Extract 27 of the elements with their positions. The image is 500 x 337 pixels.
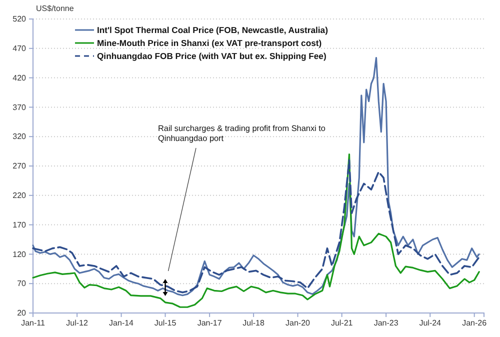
y-tick-label: 470 xyxy=(12,44,27,53)
y-tick-label: 320 xyxy=(12,132,27,142)
x-tick-label: Jul-18 xyxy=(242,318,265,328)
legend-label: Int'l Spot Thermal Coal Price (FOB, Newcastle, Australia) xyxy=(97,25,328,35)
legend-label: Mine-Mouth Price in Shanxi (ex VAT pre-transport cost) xyxy=(97,38,322,48)
y-tick-label: 70 xyxy=(17,279,27,288)
y-tick-label: 420 xyxy=(12,73,27,82)
x-tick-label: Jan-17 xyxy=(197,318,222,328)
x-tick-label: Jan-26 xyxy=(462,318,488,328)
y-tick-label: 520 xyxy=(12,14,27,24)
x-tick-label: Jan-11 xyxy=(21,318,46,328)
x-tick-label: Jan-14 xyxy=(109,318,134,328)
x-tick-label: Jul-12 xyxy=(66,318,88,328)
x-tick-label: Jul-15 xyxy=(154,318,177,328)
y-tick-label: 220 xyxy=(12,190,27,200)
y-tick-label: 20 xyxy=(17,308,27,318)
x-tick-label: Jul-24 xyxy=(419,318,442,328)
x-tick-label: Jan-20 xyxy=(286,318,311,328)
x-tick-label: Jan-23 xyxy=(374,318,399,328)
y-tick-label: 170 xyxy=(12,220,27,230)
legend-label: Qinhuangdao FOB Price (with VAT but ex. Shipping Fee) xyxy=(97,51,326,61)
y-tick-label: 370 xyxy=(12,102,27,112)
annotation: Rail surcharges & trading profit from Shanxi to Qinhuangdao port xyxy=(158,124,326,143)
y-tick-label: 120 xyxy=(12,250,27,259)
y-tick-label: 270 xyxy=(12,162,27,171)
y-axis-title: US$/tonne xyxy=(36,4,74,13)
x-tick-label: Jul-21 xyxy=(330,318,354,328)
